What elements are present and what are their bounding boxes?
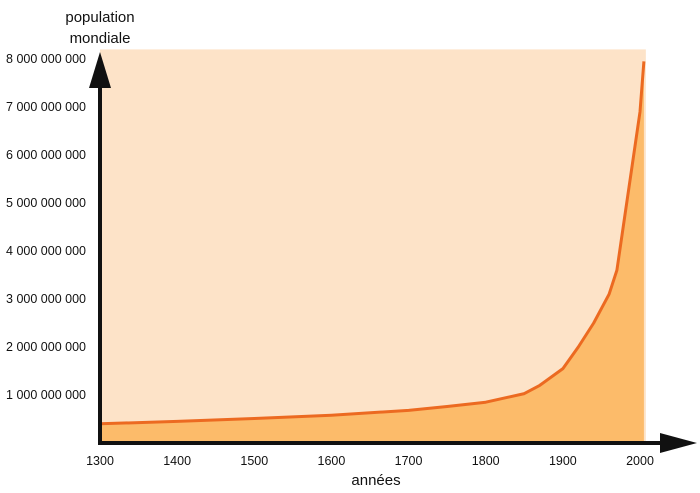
population-area — [100, 61, 644, 444]
y-axis-label-line-2: mondiale — [70, 30, 131, 47]
x-tick-label: 1900 — [549, 454, 577, 468]
y-tick-label: 5 000 000 000 — [6, 196, 86, 210]
y-axis-arrow-icon — [89, 52, 111, 88]
x-tick-label: 1400 — [163, 454, 191, 468]
y-tick-label: 8 000 000 000 — [6, 52, 86, 66]
y-tick-label: 3 000 000 000 — [6, 292, 86, 306]
x-axis-arrow-icon — [660, 433, 697, 453]
x-tick-label: 1800 — [472, 454, 500, 468]
y-tick-label: 6 000 000 000 — [6, 148, 86, 162]
y-tick-label: 2 000 000 000 — [6, 340, 86, 354]
population-line — [99, 61, 646, 426]
x-tick-label: 1500 — [240, 454, 268, 468]
y-tick-label: 1 000 000 000 — [6, 388, 86, 402]
x-tick-label: 1700 — [395, 454, 423, 468]
y-tick-label: 4 000 000 000 — [6, 244, 86, 258]
x-tick-label: 1300 — [86, 454, 114, 468]
x-tick-labels: 1300 1400 1500 1600 1700 1800 1900 2000 — [86, 454, 654, 468]
x-axis-label: années — [351, 472, 400, 489]
y-axis-label-line-1: population — [65, 9, 134, 26]
x-tick-label: 1600 — [318, 454, 346, 468]
y-tick-labels: 1 000 000 000 2 000 000 000 3 000 000 000 4… — [6, 52, 86, 402]
y-tick-label: 7 000 000 000 — [6, 100, 86, 114]
x-tick-label: 2000 — [626, 454, 654, 468]
